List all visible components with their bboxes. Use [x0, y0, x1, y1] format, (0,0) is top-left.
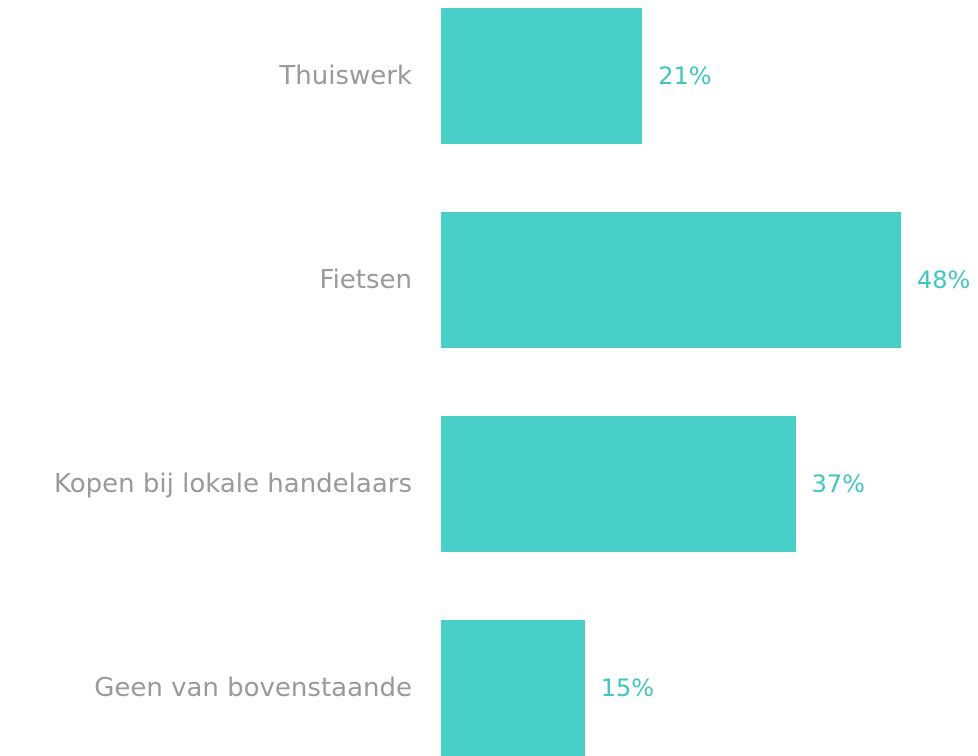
category-label: Thuiswerk: [279, 61, 412, 91]
category-label: Fietsen: [319, 265, 413, 295]
value-label: 37%: [811, 470, 865, 498]
bar: [441, 212, 901, 348]
value-label: 21%: [658, 62, 712, 90]
bar: [441, 416, 796, 552]
value-label: 48%: [917, 266, 971, 294]
value-label: 15%: [600, 674, 655, 702]
category-label: Kopen bij lokale handelaars: [54, 469, 412, 499]
bar: [441, 8, 643, 144]
category-label: Geen van bovenstaande: [94, 673, 412, 703]
bar: [441, 620, 585, 756]
